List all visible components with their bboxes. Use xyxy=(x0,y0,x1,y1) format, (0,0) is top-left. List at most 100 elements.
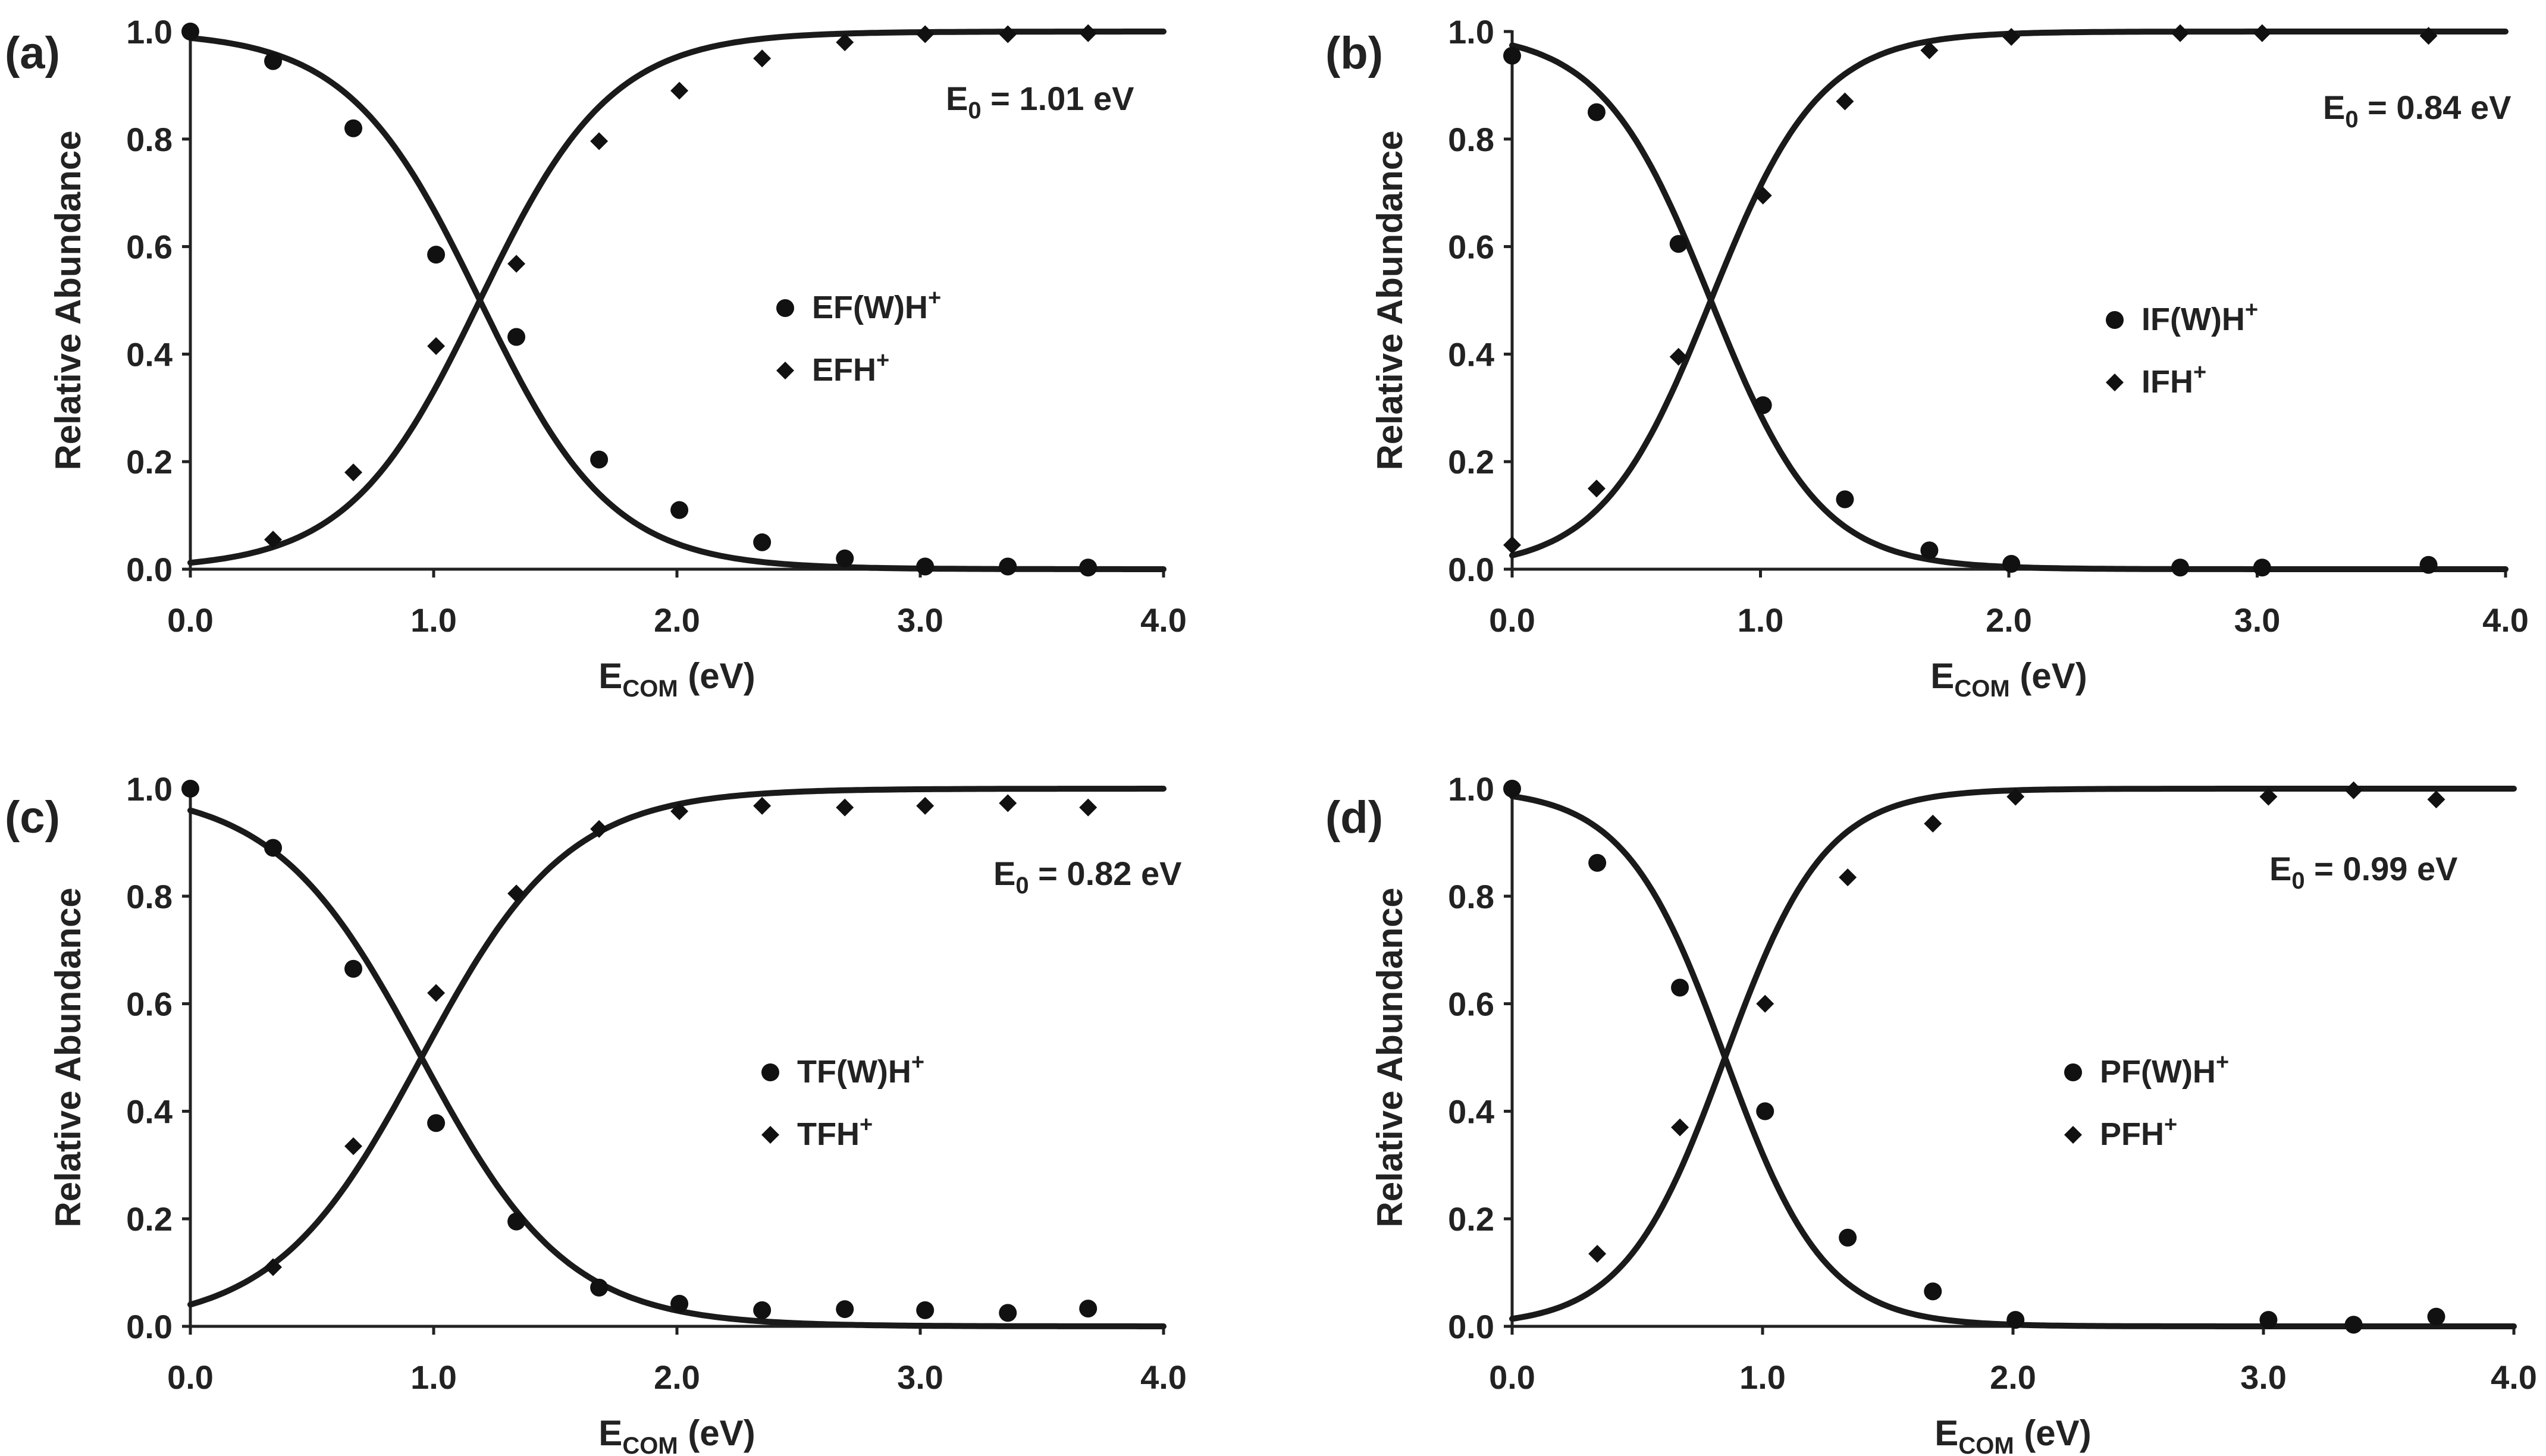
data-point-circle xyxy=(427,246,446,264)
data-point-diamond xyxy=(2253,24,2271,42)
data-point-circle xyxy=(1588,853,1607,872)
y-tick-label: 0.4 xyxy=(126,335,173,373)
data-point-diamond xyxy=(2344,781,2363,799)
data-point-diamond xyxy=(590,820,609,838)
x-axis-title: ECOM (eV) xyxy=(1930,656,2087,702)
data-point-circle xyxy=(999,557,1017,576)
data-point-diamond xyxy=(670,81,689,100)
x-tick-label: 4.0 xyxy=(1140,601,1187,639)
data-point-diamond xyxy=(264,531,283,549)
data-point-diamond xyxy=(916,796,935,815)
data-point-circle xyxy=(1079,558,1098,577)
y-tick-label: 0.8 xyxy=(1448,121,1494,158)
data-point-diamond xyxy=(1920,41,1939,59)
data-point-diamond xyxy=(1587,479,1606,498)
e0-annotation: E0 = 1.01 eV xyxy=(946,80,1134,124)
data-point-diamond xyxy=(2259,787,2278,806)
data-point-circle xyxy=(2427,1307,2445,1326)
x-tick-label: 1.0 xyxy=(410,1358,457,1396)
x-axis-title: ECOM (eV) xyxy=(598,656,755,702)
x-tick-label: 0.0 xyxy=(167,601,214,639)
data-point-circle xyxy=(999,1304,1017,1322)
legend-marker-circle xyxy=(2064,1063,2082,1081)
y-tick-label: 1.0 xyxy=(126,770,173,808)
e0-annotation: E0 = 0.99 eV xyxy=(2269,850,2457,894)
x-tick-label: 3.0 xyxy=(2240,1358,2287,1396)
data-point-diamond xyxy=(264,1258,283,1276)
y-tick-label: 1.0 xyxy=(1448,770,1494,808)
y-tick-label: 0.8 xyxy=(126,121,173,158)
data-point-circle xyxy=(1079,1300,1098,1318)
data-point-circle xyxy=(344,119,363,137)
fit-curve-rise xyxy=(187,29,1167,566)
data-point-circle xyxy=(344,959,363,978)
fit-curve-decay xyxy=(187,34,1167,572)
chart-panel-4: (d) 0.0 0.2 0.4 0.6 0.8 1.0 0.0 1.0 2.0 3.0 4.0 ECOM… xyxy=(1325,770,2537,1456)
data-point-diamond xyxy=(2002,28,2021,46)
data-point-diamond xyxy=(753,796,772,815)
y-axis-title: Relative Abundance xyxy=(1370,130,1410,470)
e0-annotation: E0 = 0.84 eV xyxy=(2323,89,2511,133)
x-tick-label: 2.0 xyxy=(1986,601,2032,639)
y-tick-label: 0.4 xyxy=(126,1093,173,1130)
data-point-diamond xyxy=(1669,347,1688,366)
data-point-circle xyxy=(1920,541,1939,560)
x-tick-label: 1.0 xyxy=(410,601,457,639)
data-point-diamond xyxy=(2427,790,2445,809)
legend-label: TFH+ xyxy=(797,1112,873,1152)
x-tick-label: 3.0 xyxy=(897,601,943,639)
x-tick-label: 3.0 xyxy=(2234,601,2281,639)
data-point-diamond xyxy=(1836,92,1854,111)
legend-label: EF(W)H+ xyxy=(812,285,941,325)
data-point-circle xyxy=(753,533,772,551)
y-tick-label: 0.8 xyxy=(126,878,173,915)
panel-label: (d) xyxy=(1325,792,1383,843)
panel-label: (b) xyxy=(1325,28,1383,79)
x-tick-label: 0.0 xyxy=(167,1358,214,1396)
data-point-circle xyxy=(1503,780,1521,798)
x-tick-label: 4.0 xyxy=(2491,1358,2537,1396)
data-point-diamond xyxy=(1079,798,1098,817)
legend-marker-diamond xyxy=(776,362,794,379)
data-point-circle xyxy=(670,501,689,519)
data-point-diamond xyxy=(836,798,854,817)
panel-label: (c) xyxy=(5,792,60,843)
data-point-circle xyxy=(2002,554,2021,573)
legend-label: PFH+ xyxy=(2100,1112,2177,1152)
legend-label: IFH+ xyxy=(2141,360,2206,400)
data-point-diamond xyxy=(427,337,446,355)
legend-label: EFH+ xyxy=(812,348,889,388)
data-point-circle xyxy=(1671,978,1689,997)
legend-marker-diamond xyxy=(2106,374,2124,391)
y-tick-label: 0.2 xyxy=(1448,1200,1494,1238)
data-point-circle xyxy=(1924,1282,1942,1301)
data-point-circle xyxy=(753,1301,772,1319)
data-point-diamond xyxy=(2419,27,2438,45)
data-point-circle xyxy=(2253,558,2271,577)
data-point-circle xyxy=(507,328,526,346)
data-point-circle xyxy=(1754,396,1772,415)
y-tick-label: 0.6 xyxy=(1448,228,1494,266)
y-tick-label: 0.6 xyxy=(126,986,173,1023)
legend-marker-circle xyxy=(776,299,794,317)
y-tick-label: 0.2 xyxy=(126,1200,173,1238)
data-point-circle xyxy=(2419,556,2438,574)
data-point-circle xyxy=(916,1301,935,1319)
data-point-diamond xyxy=(1839,868,1857,887)
x-tick-label: 4.0 xyxy=(2482,601,2529,639)
y-tick-label: 1.0 xyxy=(1448,13,1494,51)
y-tick-label: 1.0 xyxy=(126,13,173,51)
data-point-diamond xyxy=(836,33,854,52)
data-point-diamond xyxy=(2006,787,2025,806)
data-point-diamond xyxy=(1671,1118,1689,1137)
y-tick-label: 0.2 xyxy=(126,443,173,481)
legend-marker-diamond xyxy=(2064,1126,2082,1144)
data-point-circle xyxy=(264,52,283,70)
x-tick-label: 2.0 xyxy=(654,1358,700,1396)
data-point-diamond xyxy=(1754,186,1772,205)
data-point-diamond xyxy=(999,25,1017,43)
data-point-circle xyxy=(1503,46,1521,65)
data-point-circle xyxy=(916,557,935,576)
data-point-diamond xyxy=(2171,24,2190,42)
